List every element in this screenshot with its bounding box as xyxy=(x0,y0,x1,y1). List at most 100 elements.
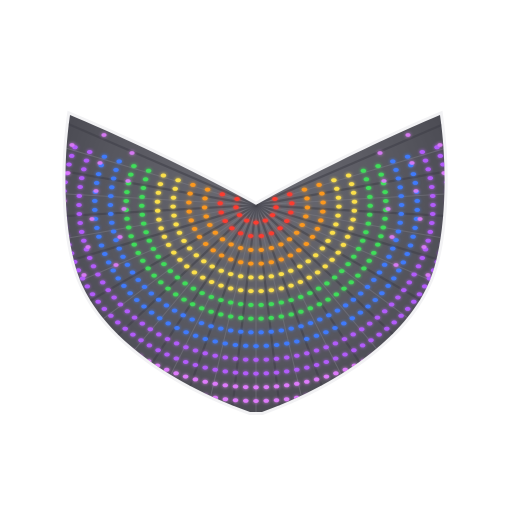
led-dot-red xyxy=(217,201,223,206)
led-dot-magenta xyxy=(461,211,467,215)
led-dot-magenta xyxy=(51,247,57,251)
led-dot-green xyxy=(366,258,373,263)
led-dot-green xyxy=(140,258,146,263)
led-dot-violet xyxy=(381,309,388,314)
led-dot-violet xyxy=(222,355,229,360)
led-dot-violet xyxy=(95,272,101,277)
led-dot-yellow xyxy=(181,238,187,243)
led-dot-violet xyxy=(351,348,357,353)
led-dot-violet xyxy=(358,327,365,332)
led-dot-magenta xyxy=(51,158,57,162)
led-dot-fringe xyxy=(377,151,383,155)
led-dot-violet xyxy=(164,337,171,342)
led-dot-blue xyxy=(227,328,234,333)
led-dot-magenta xyxy=(43,136,49,140)
led-dot-blue xyxy=(407,243,414,248)
led-dot-blue xyxy=(116,246,122,251)
led-dot-blue xyxy=(107,203,114,207)
led-dot-blue xyxy=(113,167,119,172)
led-dot-violet xyxy=(81,167,87,172)
led-dot-blue xyxy=(288,326,295,331)
led-dot-blue xyxy=(332,326,338,330)
led-dot-magenta xyxy=(36,251,42,255)
led-dot-fringe xyxy=(441,171,445,175)
led-dot-magenta xyxy=(424,329,430,334)
led-dot-green xyxy=(288,312,295,317)
led-dot-green xyxy=(278,300,285,305)
led-dot-orange xyxy=(316,182,322,187)
led-dot-magenta xyxy=(294,381,300,386)
led-dot-blue xyxy=(232,343,239,347)
led-dot-red xyxy=(262,218,269,223)
led-dot-orange xyxy=(212,230,219,235)
led-dot-red xyxy=(288,210,294,215)
led-dot-orange xyxy=(190,182,196,187)
led-dot-blue xyxy=(92,198,98,203)
led-dot-yellow xyxy=(157,182,164,187)
led-dot-magenta xyxy=(462,202,468,206)
led-dot-orange xyxy=(218,253,225,258)
led-dot-magenta xyxy=(79,303,86,308)
led-dot-violet xyxy=(164,352,170,357)
led-dot-orange xyxy=(228,257,234,262)
led-dot-red xyxy=(222,219,228,223)
led-dot-magenta xyxy=(32,171,38,175)
led-dot-orange xyxy=(320,209,326,214)
led-dot-green xyxy=(298,309,304,314)
led-dot-magenta xyxy=(459,229,465,233)
led-dot-orange xyxy=(314,226,321,231)
led-dot-orange xyxy=(318,218,324,223)
pleat-line xyxy=(255,204,445,262)
led-dot-blue xyxy=(129,270,136,275)
led-dot-blue xyxy=(357,310,364,315)
led-dot-blue xyxy=(192,333,199,338)
led-dot-yellow xyxy=(288,268,294,273)
wings-fabric xyxy=(65,115,445,412)
led-dot-violet xyxy=(75,268,82,273)
led-dot-fringe xyxy=(469,153,474,157)
led-dot-magenta xyxy=(474,171,480,175)
led-dot-yellow xyxy=(154,199,161,204)
led-dot-violet xyxy=(388,302,395,307)
led-dot-red xyxy=(218,210,224,215)
led-dot-blue xyxy=(218,326,224,331)
led-dot-orange xyxy=(287,253,294,258)
pleat-line xyxy=(255,148,445,207)
pleat-line xyxy=(255,204,331,412)
led-dot-violet xyxy=(89,292,96,297)
led-dot-blue xyxy=(410,172,417,177)
led-dot-violet xyxy=(323,360,330,364)
led-dot-green xyxy=(348,280,355,285)
led-dot-green xyxy=(142,177,149,182)
led-dot-yellow xyxy=(184,264,190,269)
led-dot-magenta xyxy=(450,264,456,268)
led-dot-blue xyxy=(398,194,405,199)
led-dot-fringe xyxy=(437,143,443,147)
led-dot-violet xyxy=(350,332,357,337)
led-dot-violet xyxy=(384,326,390,331)
led-dot-blue xyxy=(110,268,116,273)
led-dot-violet xyxy=(263,357,270,362)
led-dot-violet xyxy=(173,356,180,361)
led-dot-blue xyxy=(397,220,404,225)
pleat-line xyxy=(65,204,257,397)
pleat-line xyxy=(255,115,445,207)
led-dot-blue xyxy=(398,211,405,216)
led-dot-yellow xyxy=(305,259,312,264)
led-dot-magenta xyxy=(82,329,88,334)
led-dot-blue xyxy=(120,254,126,259)
pleat-line xyxy=(255,204,445,333)
led-dot-red xyxy=(219,192,226,197)
led-dot-magenta xyxy=(253,385,259,390)
led-dot-violet xyxy=(147,327,154,332)
led-dot-fringe xyxy=(101,133,107,137)
led-dot-red xyxy=(237,231,244,236)
led-dot-green xyxy=(366,212,373,217)
led-dot-blue xyxy=(357,291,364,296)
led-dot-violet xyxy=(90,264,97,269)
led-dot-magenta xyxy=(75,322,82,327)
led-dot-blue xyxy=(174,326,180,330)
led-dot-red xyxy=(229,226,235,231)
led-dot-yellow xyxy=(351,208,358,213)
